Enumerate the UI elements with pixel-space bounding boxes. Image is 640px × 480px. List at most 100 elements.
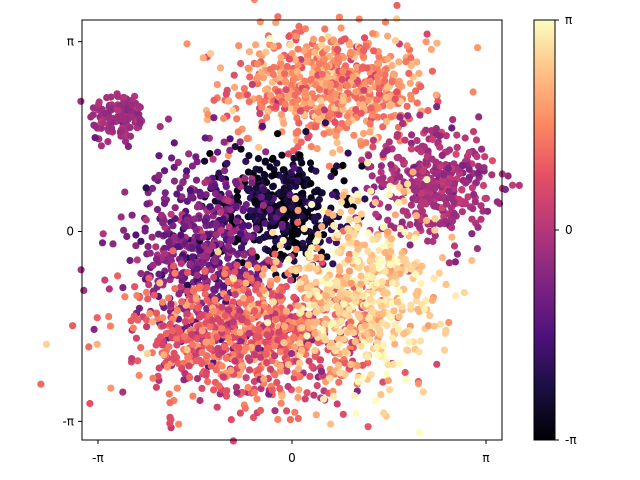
scatter-point <box>178 298 186 306</box>
scatter-point <box>404 112 412 120</box>
scatter-point <box>350 131 358 139</box>
scatter-point <box>440 346 449 354</box>
scatter-point <box>154 337 162 345</box>
scatter-point <box>270 342 278 350</box>
scatter-point <box>244 232 253 240</box>
scatter-point <box>375 90 383 98</box>
scatter-point <box>441 329 449 337</box>
scatter-point <box>295 119 303 127</box>
scatter-point <box>337 208 345 216</box>
scatter-point <box>406 79 414 87</box>
scatter-point <box>264 108 272 116</box>
scatter-point <box>233 281 241 289</box>
scatter-point <box>382 289 391 297</box>
scatter-point <box>319 231 328 239</box>
scatter-point <box>315 85 323 93</box>
scatter-point <box>318 35 326 44</box>
scatter-point <box>283 367 291 375</box>
scatter-point <box>409 168 417 176</box>
scatter-point <box>354 245 362 253</box>
scatter-point <box>156 279 164 287</box>
scatter-point <box>339 97 347 105</box>
scatter-point <box>262 48 270 56</box>
scatter-point <box>382 93 390 102</box>
scatter-point <box>124 142 132 150</box>
scatter-point <box>369 136 377 144</box>
scatter-point <box>367 187 375 195</box>
scatter-point <box>166 399 174 407</box>
scatter-point <box>469 205 477 213</box>
scatter-point <box>377 391 385 399</box>
scatter-point <box>368 307 376 315</box>
scatter-point <box>206 203 214 211</box>
scatter-point <box>366 295 374 303</box>
scatter-point <box>260 286 268 294</box>
scatter-point <box>339 410 347 418</box>
scatter-point <box>294 177 302 185</box>
scatter-point <box>244 261 252 269</box>
scatter-point <box>243 91 251 99</box>
scatter-point <box>288 50 296 58</box>
scatter-point <box>318 223 326 231</box>
scatter-point <box>210 386 218 394</box>
scatter-point <box>170 262 178 270</box>
scatter-point <box>363 353 372 361</box>
scatter-point <box>391 37 400 45</box>
scatter-point <box>472 136 481 144</box>
scatter-point <box>473 245 481 253</box>
scatter-point <box>134 357 142 365</box>
scatter-point <box>393 1 401 9</box>
scatter-point <box>422 126 430 134</box>
scatter-point <box>371 396 380 404</box>
scatter-point <box>387 113 395 121</box>
scatter-point <box>277 250 285 258</box>
scatter-point <box>155 270 163 278</box>
scatter-point <box>237 59 245 68</box>
scatter-point <box>224 97 232 105</box>
scatter-point <box>222 392 231 400</box>
scatter-point <box>431 169 440 177</box>
scatter-point <box>224 334 233 342</box>
scatter-point <box>320 55 328 63</box>
scatter-point <box>266 307 274 315</box>
scatter-point <box>287 324 295 332</box>
scatter-point <box>254 300 262 308</box>
scatter-point <box>200 242 208 250</box>
colorbar-tick-label: π <box>565 13 572 27</box>
scatter-point <box>453 250 461 258</box>
scatter-point <box>271 244 279 252</box>
scatter-point <box>221 270 229 278</box>
scatter-point <box>344 119 352 127</box>
scatter-point <box>382 118 391 126</box>
scatter-point <box>291 91 299 99</box>
scatter-point <box>165 390 173 398</box>
scatter-point <box>285 32 293 41</box>
scatter-point <box>407 62 415 70</box>
scatter-point <box>247 343 255 351</box>
scatter-point <box>181 223 189 231</box>
scatter-point <box>241 404 249 412</box>
scatter-point <box>396 113 404 121</box>
scatter-point <box>344 256 352 264</box>
scatter-point <box>224 254 232 262</box>
scatter-point <box>449 116 457 124</box>
scatter-point <box>142 288 151 296</box>
scatter-point <box>290 147 298 155</box>
scatter-point <box>270 265 278 273</box>
scatter-point <box>447 204 455 212</box>
scatter-point <box>336 369 344 377</box>
scatter-point <box>321 25 329 33</box>
scatter-point <box>235 91 243 99</box>
scatter-point <box>416 111 424 119</box>
scatter-point <box>393 257 401 265</box>
scatter-point <box>329 36 338 44</box>
scatter-point <box>215 382 223 390</box>
scatter-point <box>276 362 284 370</box>
scatter-point <box>318 70 326 78</box>
scatter-point <box>236 409 244 417</box>
scatter-point <box>333 400 341 408</box>
scatter-point <box>290 75 298 83</box>
scatter-point <box>235 42 243 50</box>
scatter-point <box>98 239 107 247</box>
scatter-point <box>156 123 164 131</box>
